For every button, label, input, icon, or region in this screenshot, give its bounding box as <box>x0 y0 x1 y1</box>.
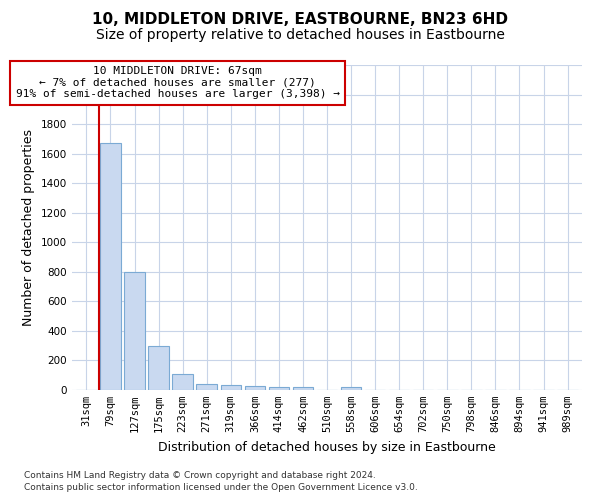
Text: 10, MIDDLETON DRIVE, EASTBOURNE, BN23 6HD: 10, MIDDLETON DRIVE, EASTBOURNE, BN23 6H… <box>92 12 508 28</box>
Text: Size of property relative to detached houses in Eastbourne: Size of property relative to detached ho… <box>95 28 505 42</box>
Text: Contains HM Land Registry data © Crown copyright and database right 2024.: Contains HM Land Registry data © Crown c… <box>24 471 376 480</box>
Bar <box>245 386 265 390</box>
X-axis label: Distribution of detached houses by size in Eastbourne: Distribution of detached houses by size … <box>158 440 496 454</box>
Text: Contains public sector information licensed under the Open Government Licence v3: Contains public sector information licen… <box>24 484 418 492</box>
Bar <box>293 387 313 390</box>
Bar <box>124 272 145 390</box>
Text: 10 MIDDLETON DRIVE: 67sqm
← 7% of detached houses are smaller (277)
91% of semi-: 10 MIDDLETON DRIVE: 67sqm ← 7% of detach… <box>16 66 340 100</box>
Y-axis label: Number of detached properties: Number of detached properties <box>22 129 35 326</box>
Bar <box>100 144 121 390</box>
Bar <box>172 374 193 390</box>
Bar <box>341 387 361 390</box>
Bar <box>196 384 217 390</box>
Bar <box>221 386 241 390</box>
Bar <box>148 346 169 390</box>
Bar <box>269 387 289 390</box>
